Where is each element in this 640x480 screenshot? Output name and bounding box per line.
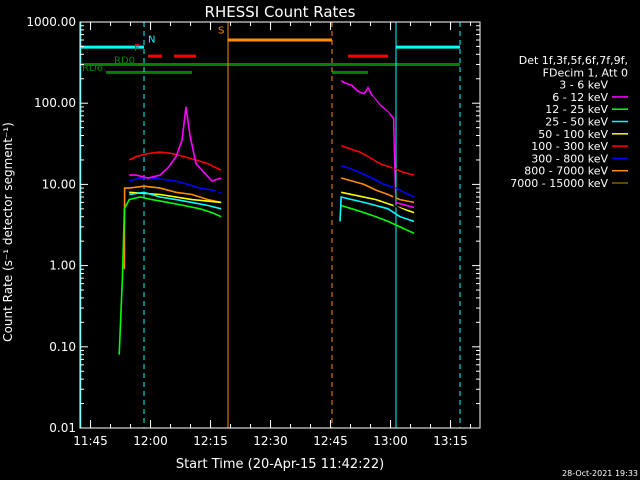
legend-entry-label: 50 - 100 keV — [538, 128, 608, 141]
y-tick-label: 0.01 — [49, 421, 76, 435]
x-tick-label: 12:00 — [133, 434, 168, 448]
chart-title: RHESSI Count Rates — [205, 3, 356, 21]
legend-entry-label: 7000 - 15000 keV — [510, 177, 608, 190]
series-line-12-25-kev — [118, 196, 222, 355]
plot-frame — [79, 21, 481, 429]
y-axis-label: Count Rate (s⁻¹ detector segment⁻¹) — [1, 122, 15, 342]
series-line-25-50-kev — [129, 191, 222, 210]
series-line-300-800-kev — [340, 164, 415, 198]
series-line-100-300-kev — [128, 151, 222, 171]
series-line-50-100-kev — [129, 191, 222, 204]
flag-label-rd6: RD6 — [82, 63, 103, 74]
series-line-12-25-kev — [340, 204, 415, 235]
legend-entry-label: 800 - 7000 keV — [524, 165, 608, 178]
series-line-6-12-kev — [129, 106, 222, 182]
y-tick-label: 100.00 — [34, 96, 76, 110]
legend-entry-label: 300 - 800 keV — [531, 152, 608, 165]
flag-label-rd0: RD0 — [114, 55, 135, 66]
series-line-3-6-kev — [129, 181, 222, 194]
legend-entry-label: 3 - 6 keV — [559, 79, 608, 92]
series-line-25-50-kev — [339, 195, 415, 223]
legend-entry-label: 25 - 50 keV — [545, 116, 608, 129]
series-line-300-800-kev — [128, 177, 222, 194]
legend-header: FDecim 1, Att 0 — [543, 66, 628, 79]
x-tick-label: 13:00 — [373, 434, 408, 448]
x-tick-label: 11:45 — [73, 434, 108, 448]
series-line-6-12-kev — [340, 79, 415, 209]
x-tick-label: 13:15 — [433, 434, 468, 448]
legend: Det 1f,3f,5f,6f,7f,9f,FDecim 1, Att 03 -… — [510, 54, 628, 190]
series-line-800-7000-kev — [123, 185, 222, 270]
x-tick-label: 12:30 — [253, 434, 288, 448]
y-tick-label: 10.00 — [42, 177, 76, 191]
series-line-100-300-kev — [340, 144, 415, 176]
x-axis-label: Start Time (20-Apr-15 11:42:22) — [176, 457, 384, 472]
legend-header: Det 1f,3f,5f,6f,7f,9f, — [519, 54, 628, 67]
legend-entry-label: 100 - 300 keV — [531, 140, 608, 153]
timestamp: 28-Oct-2021 19:33 — [562, 469, 638, 478]
x-tick-label: 12:45 — [313, 434, 348, 448]
series-line-50-100-kev — [341, 191, 415, 214]
y-tick-label: 1000.00 — [26, 15, 76, 29]
y-tick-label: 0.10 — [49, 340, 76, 354]
plot-area: NF S RD0 RD6 — [80, 22, 461, 428]
series-line-3-6-kev — [340, 88, 415, 218]
legend-entry-label: 12 - 25 keV — [545, 103, 608, 116]
flag-label-n: N — [148, 34, 155, 45]
series-line-800-7000-kev — [340, 177, 415, 204]
y-tick-label: 1.00 — [49, 259, 76, 273]
x-tick-label: 12:15 — [193, 434, 228, 448]
legend-entry-label: 6 - 12 keV — [552, 91, 608, 104]
flag-label-f: F — [134, 43, 140, 54]
flag-label-s: S — [218, 26, 224, 37]
